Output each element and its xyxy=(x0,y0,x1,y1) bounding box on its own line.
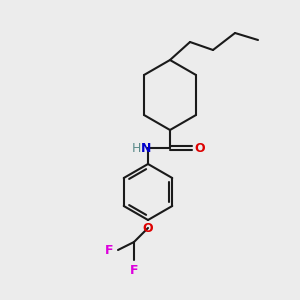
Text: F: F xyxy=(104,244,113,256)
Text: O: O xyxy=(194,142,205,154)
Text: N: N xyxy=(141,142,151,154)
Text: F: F xyxy=(130,264,138,277)
Text: H: H xyxy=(131,142,141,154)
Text: O: O xyxy=(143,222,153,235)
